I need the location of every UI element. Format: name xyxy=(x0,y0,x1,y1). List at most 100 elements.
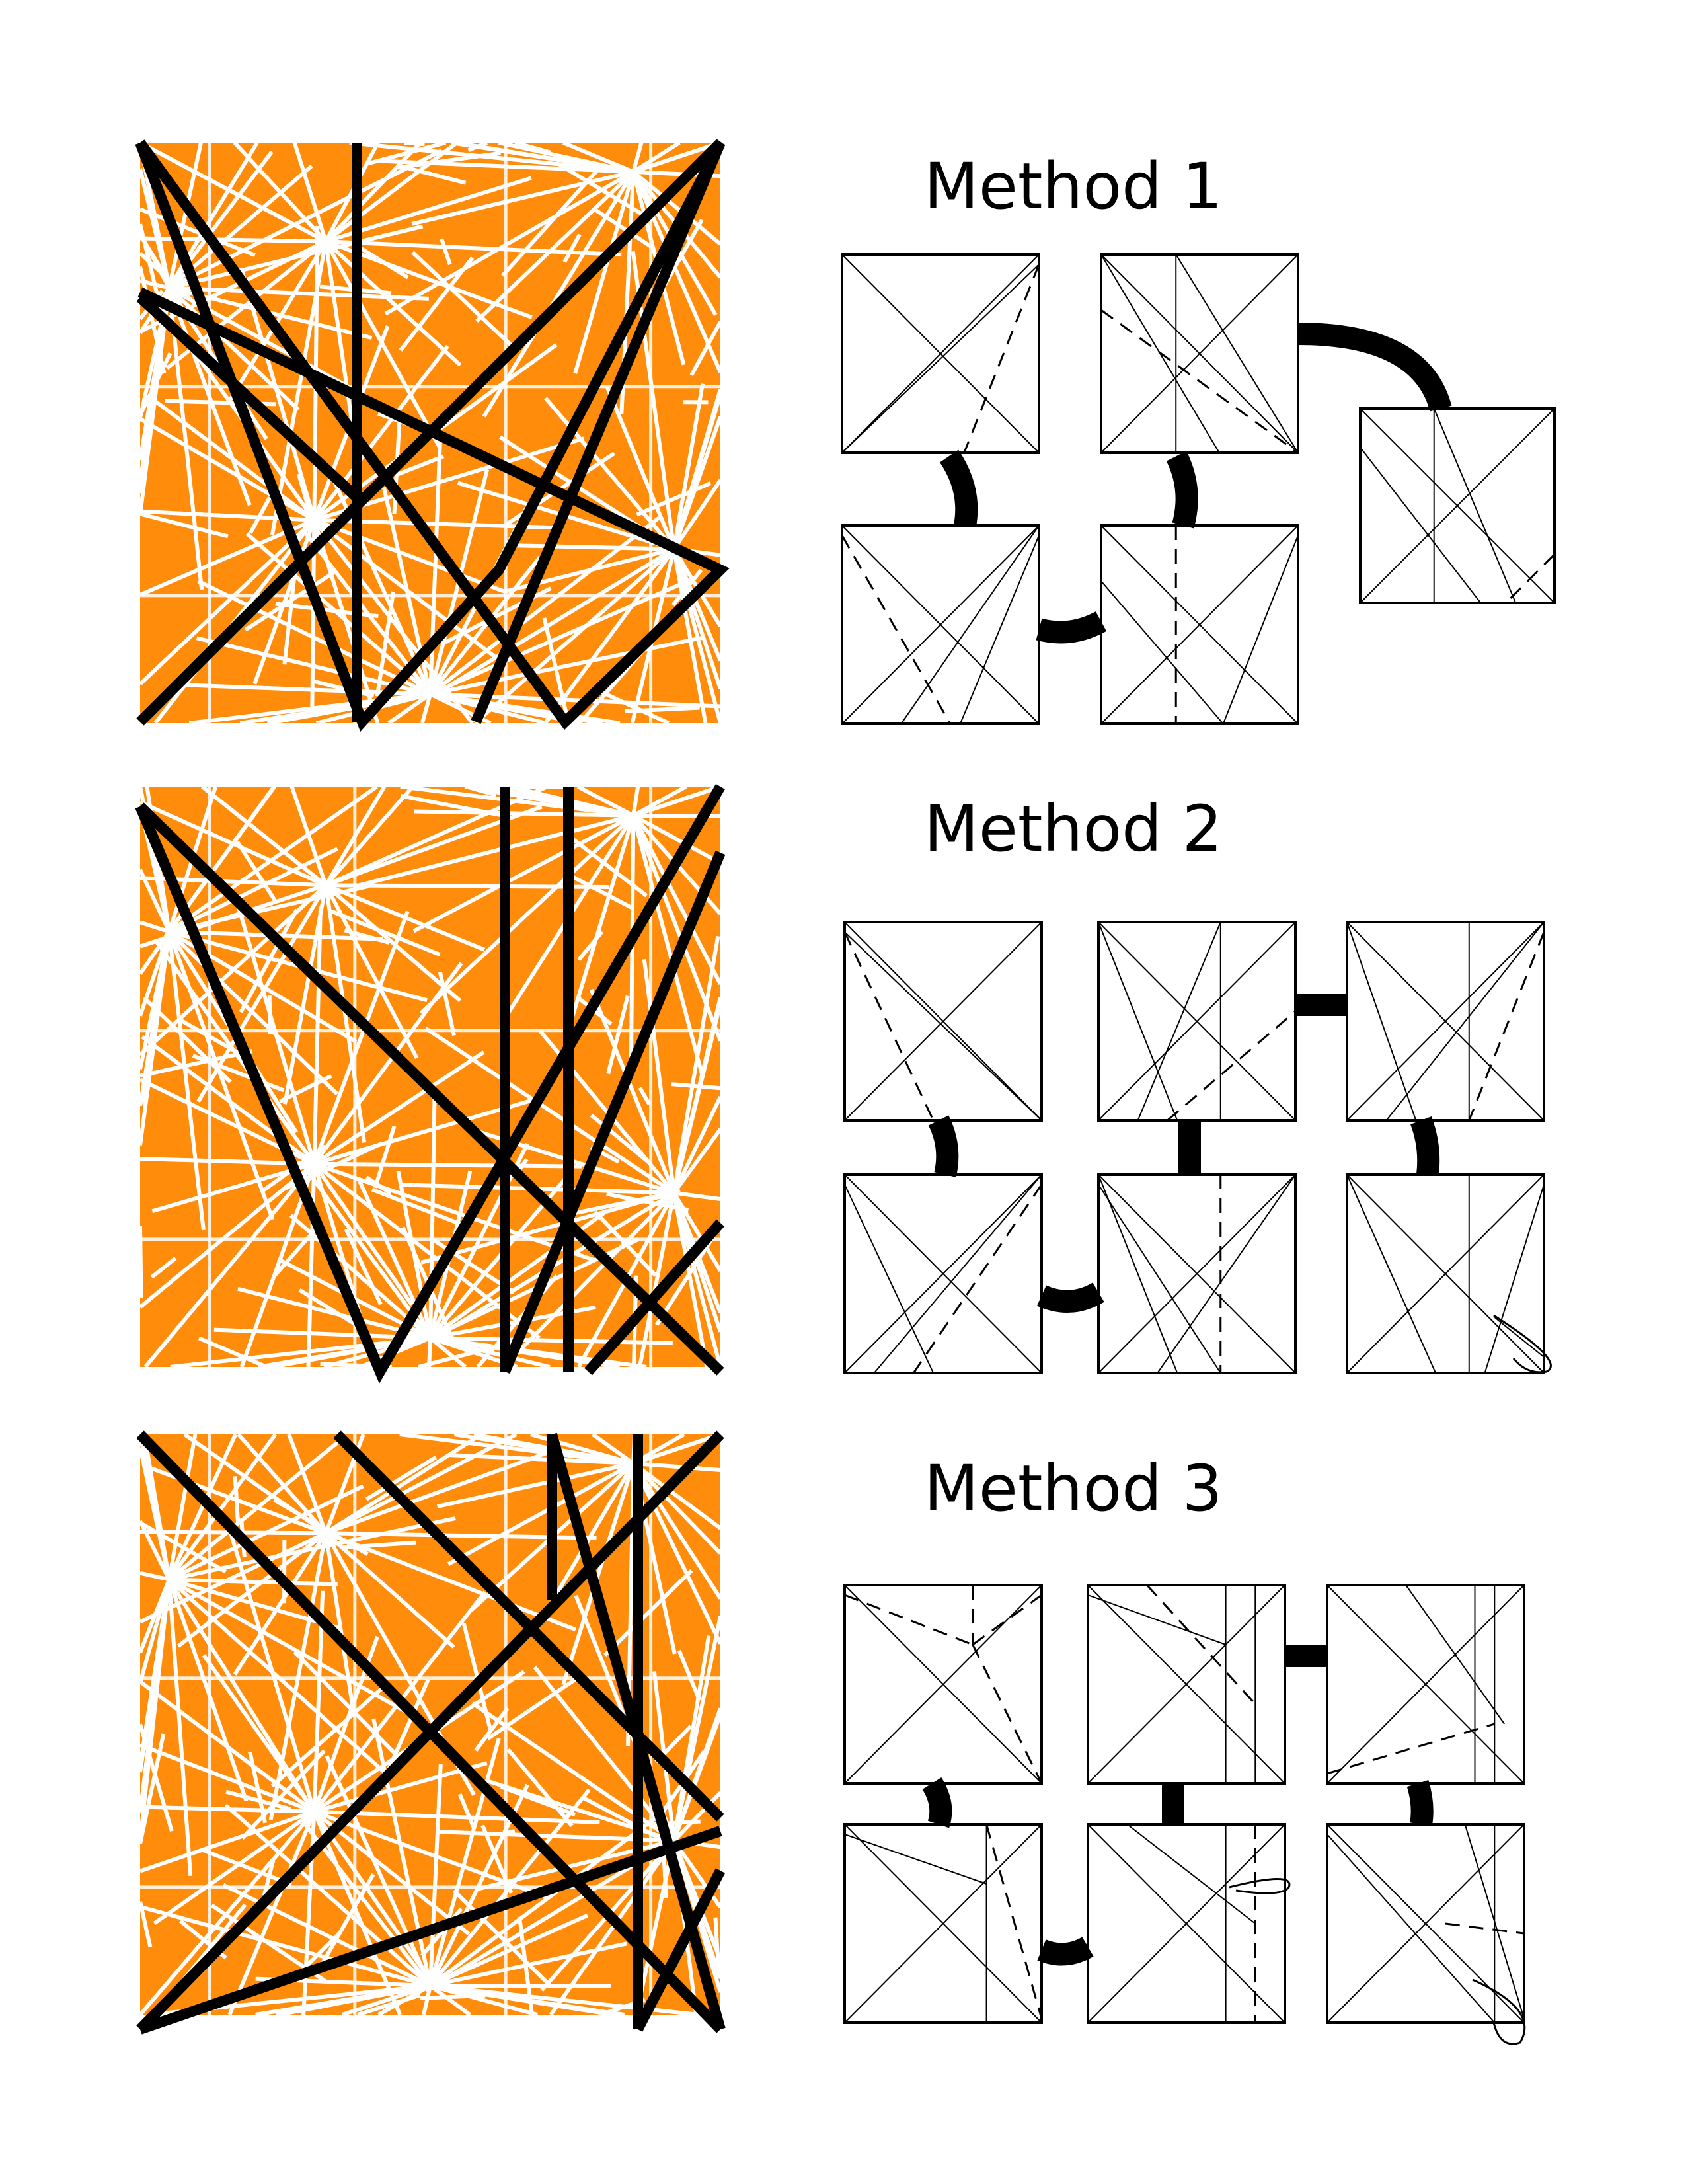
crease-line xyxy=(1484,1184,1545,1374)
diagonal xyxy=(841,525,1040,724)
m2-step-1 xyxy=(843,921,1043,1122)
fold-dashed-line xyxy=(1167,1010,1296,1122)
fold-dashed-line xyxy=(1326,1723,1495,1775)
diagonal xyxy=(1346,1174,1545,1374)
crease-line xyxy=(1157,1174,1296,1374)
diagonal xyxy=(1100,525,1299,724)
fold-line-2 xyxy=(136,1430,724,2033)
diagonal xyxy=(1098,1174,1296,1374)
fold-line-1 xyxy=(135,783,725,1384)
fold-dashed-line xyxy=(841,535,952,724)
connector xyxy=(1036,611,1107,644)
crease-line xyxy=(959,535,1040,724)
method-2-title: Method 2 xyxy=(924,792,1223,866)
diagonal xyxy=(1098,921,1296,1121)
crease-line xyxy=(1222,535,1299,724)
method-1-title: Method 1 xyxy=(924,149,1223,223)
m1-step-3 xyxy=(841,524,1040,725)
rotate-arrow xyxy=(1493,1314,1552,1374)
crease-line xyxy=(1098,921,1178,1121)
fold-line-3 xyxy=(333,1430,724,1822)
diagonal xyxy=(844,1174,1042,1374)
crease-pattern-2 xyxy=(135,783,726,1384)
rotate-arrow xyxy=(1472,1978,1526,2045)
crease-line xyxy=(844,931,1042,1121)
crease-pattern-3 xyxy=(136,1430,726,2035)
crease-line xyxy=(1433,408,1517,604)
m3-step-1 xyxy=(843,1584,1043,1785)
diagonal xyxy=(1087,1824,1285,2023)
crease-line xyxy=(1087,1594,1226,1645)
m2-step-5 xyxy=(1097,1173,1297,1374)
connector xyxy=(928,1115,959,1177)
connector xyxy=(1166,451,1198,529)
m3-step-6 xyxy=(1326,1823,1525,2024)
diagonal xyxy=(1326,1584,1525,1784)
fold-dashed-line xyxy=(843,931,935,1121)
crease-line xyxy=(844,1834,987,1885)
fold-line-5 xyxy=(561,566,724,726)
connector xyxy=(1406,1779,1434,1826)
m1-step-2 xyxy=(1100,253,1299,454)
diagonal xyxy=(841,254,1040,453)
fold-dashed-line xyxy=(963,264,1040,453)
m2-step-3 xyxy=(1346,921,1545,1122)
crease-line xyxy=(1385,921,1545,1121)
connector xyxy=(1410,1116,1440,1177)
rotate-arrow xyxy=(1229,1878,1291,1894)
diagonal xyxy=(1346,921,1545,1121)
connector xyxy=(922,1777,952,1828)
crease-line xyxy=(1494,1317,1545,1358)
diagonal xyxy=(1087,1584,1285,1784)
fold-dashed-line xyxy=(1468,931,1545,1121)
fold-dashed-line xyxy=(1146,1584,1256,1705)
fold-dashed-line xyxy=(1505,553,1556,604)
fold-dashed-line xyxy=(1100,309,1299,454)
crease-line xyxy=(1464,1824,1525,2019)
fold-line-8 xyxy=(633,1868,726,2032)
crease-line xyxy=(844,1184,935,1374)
fold-line-5 xyxy=(500,850,726,1374)
crease-line xyxy=(873,1174,1042,1374)
m3-step-4 xyxy=(843,1823,1043,2024)
m2-step-2 xyxy=(1097,921,1297,1122)
fold-line-2 xyxy=(136,802,724,1376)
crease-line xyxy=(1100,254,1220,453)
crease-line xyxy=(1175,254,1299,453)
crease-line xyxy=(1360,447,1482,604)
fold-dashed-line xyxy=(1445,1922,1525,1935)
diagonal xyxy=(844,921,1042,1121)
connector xyxy=(939,449,978,528)
connector xyxy=(1036,1282,1104,1313)
crease-line xyxy=(1098,1174,1178,1374)
fold-line-6 xyxy=(584,1219,724,1376)
crease-line xyxy=(1405,1584,1506,1725)
fold-dashed-line xyxy=(913,1184,1043,1374)
fold-line-4 xyxy=(138,1826,722,2035)
m1-step-5 xyxy=(1359,407,1556,604)
method-3-title: Method 3 xyxy=(924,1452,1223,1526)
diagonal xyxy=(844,1824,1042,2023)
connector xyxy=(1037,1937,1094,1966)
crease-line xyxy=(1137,921,1221,1121)
m3-step-5 xyxy=(1087,1823,1286,2024)
m2-step-6 xyxy=(1346,1173,1545,1374)
crease-line xyxy=(1100,580,1224,724)
diagonal xyxy=(1326,1824,1525,2023)
fold-line-1 xyxy=(135,139,726,732)
m3-step-3 xyxy=(1326,1584,1525,1785)
m1-step-1 xyxy=(841,253,1040,454)
crease-line xyxy=(900,525,1040,724)
m3-step-2 xyxy=(1087,1584,1286,1785)
crease-lines xyxy=(140,1434,720,2015)
crease-line xyxy=(841,264,1040,453)
crease-line xyxy=(1346,1174,1437,1374)
fold-dashed-line xyxy=(985,1824,1043,2019)
diagonal xyxy=(1360,408,1555,604)
crease-line xyxy=(1098,1184,1221,1374)
fold-line-4 xyxy=(471,140,726,724)
m2-step-4 xyxy=(843,1173,1043,1374)
diagonal xyxy=(844,1584,1042,1784)
